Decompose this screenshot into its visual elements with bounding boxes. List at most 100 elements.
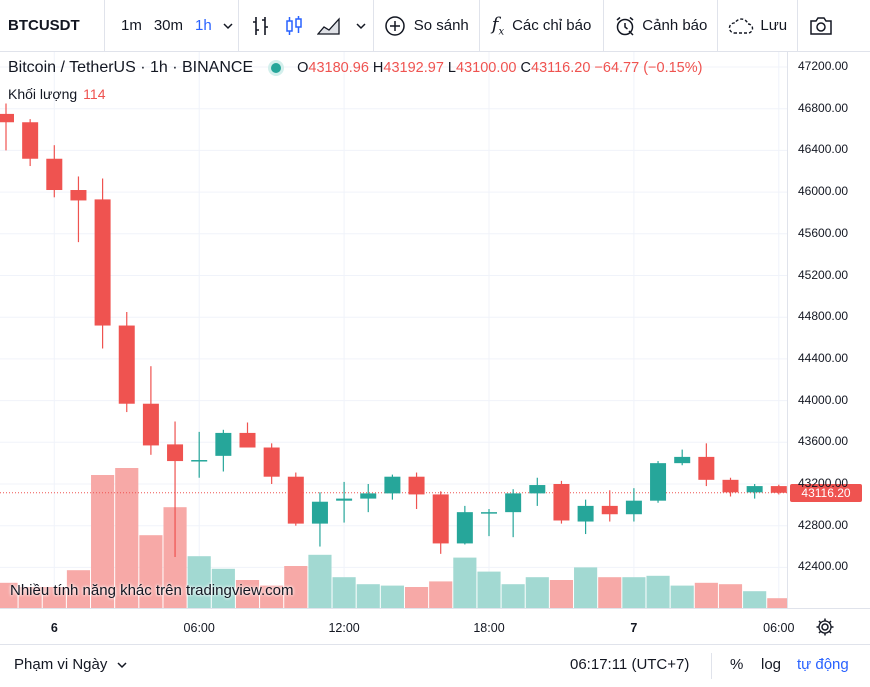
last-price-label: 43116.20 xyxy=(790,483,862,502)
volume-bar xyxy=(332,577,356,608)
price-axis[interactable]: 43116.20 47200.00 46800.00 46400.00 46000.0… xyxy=(787,52,870,608)
time-tick-label: 18:00 xyxy=(473,621,505,635)
time-tick-label: 06:00 xyxy=(183,621,215,635)
candle-body xyxy=(191,460,208,462)
candle-body xyxy=(601,505,618,515)
symbol-search[interactable]: BTCUSDT xyxy=(8,17,80,34)
candle-body xyxy=(94,199,111,326)
date-range-button[interactable]: Phạm vi Ngày xyxy=(14,656,128,673)
volume-bar xyxy=(549,580,574,608)
cloud-icon xyxy=(728,16,754,34)
high-label: H xyxy=(372,60,384,76)
close-value: 43116.20 xyxy=(531,60,591,76)
time-tick-label: 7 xyxy=(630,621,638,635)
time-axis[interactable]: 6 06:00 12:00 18:00 7 06:00 xyxy=(0,608,870,644)
alarm-clock-icon xyxy=(614,15,636,37)
alerts-label: Cảnh báo xyxy=(642,17,708,34)
change-value: −64.77 (−0.15%) xyxy=(594,60,703,76)
volume-label: Khối lượng xyxy=(8,86,78,102)
volume-bar xyxy=(622,577,646,608)
plus-circle-icon xyxy=(384,15,406,37)
time-tick-label: 06:00 xyxy=(763,621,795,635)
log-toggle[interactable]: log xyxy=(761,656,782,673)
interval-1h[interactable]: 1h xyxy=(195,17,212,34)
price-tick-label: 42400.00 xyxy=(798,559,849,574)
volume-bar xyxy=(743,591,767,608)
legend-title: Bitcoin / TetherUS · 1h · BINANCE xyxy=(8,59,254,76)
price-chart[interactable] xyxy=(0,52,791,608)
candle-body xyxy=(553,484,570,521)
price-tick-label: 45600.00 xyxy=(798,225,849,240)
date-range-label: Phạm vi Ngày xyxy=(14,656,108,673)
snapshot-button[interactable] xyxy=(798,0,833,52)
candle-body xyxy=(650,463,667,501)
time-tick-label: 12:00 xyxy=(328,621,360,635)
price-tick-label: 44000.00 xyxy=(798,392,849,407)
candle-body xyxy=(746,486,763,493)
volume-bar xyxy=(66,570,91,608)
candle-body xyxy=(408,476,425,495)
volume-legend: Khối lượng 114 xyxy=(8,86,105,102)
volume-bar xyxy=(694,582,718,608)
candle-body xyxy=(287,476,304,524)
candle-body xyxy=(698,456,715,480)
symbol-legend: Bitcoin / TetherUS · 1h · BINANCE O43180… xyxy=(8,59,702,77)
candle-body xyxy=(167,444,184,462)
chevron-down-icon xyxy=(117,662,127,669)
candle-body xyxy=(46,158,63,191)
toolbar-divider xyxy=(478,0,480,52)
chevron-down-icon[interactable] xyxy=(355,17,367,34)
candle-body xyxy=(0,113,14,123)
open-label: O xyxy=(297,60,309,76)
interval-30m[interactable]: 30m xyxy=(153,17,184,34)
toolbar-divider xyxy=(237,0,239,52)
volume-bar xyxy=(211,568,235,608)
area-chart-icon[interactable] xyxy=(316,16,341,36)
chart-pane[interactable] xyxy=(0,52,791,608)
camera-icon xyxy=(809,16,833,36)
candle-body xyxy=(505,493,522,513)
volume-bar xyxy=(477,571,501,608)
save-label: Lưu xyxy=(760,17,788,34)
candle-body xyxy=(432,494,449,544)
indicators-label: Các chỉ báo xyxy=(512,17,592,34)
time-tick-label: 6 xyxy=(50,621,58,635)
close-label: C xyxy=(520,60,531,76)
volume-bar xyxy=(91,475,115,608)
tradingview-watermark[interactable]: Nhiều tính năng khác trên tradingview.co… xyxy=(10,582,294,599)
volume-bar xyxy=(308,554,332,608)
price-tick-label: 46800.00 xyxy=(798,100,849,115)
chevron-down-icon[interactable] xyxy=(222,17,234,34)
alerts-button[interactable]: Cảnh báo xyxy=(604,0,717,52)
indicators-button[interactable]: fx Các chỉ báo xyxy=(480,0,604,52)
volume-bar xyxy=(767,598,791,608)
volume-bar xyxy=(380,585,404,608)
candle-body xyxy=(770,486,787,493)
compare-label: So sánh xyxy=(413,17,469,34)
interval-group: 1m 30m 1h xyxy=(105,0,238,52)
candle-body xyxy=(722,479,739,493)
price-tick-label: 44400.00 xyxy=(798,350,849,365)
candle-body xyxy=(336,498,353,501)
compare-button[interactable]: So sánh xyxy=(374,0,479,52)
save-button[interactable]: Lưu xyxy=(718,0,797,52)
candle-body xyxy=(384,476,401,494)
settings-gear-icon[interactable] xyxy=(815,617,835,642)
auto-scale-toggle[interactable]: tự động xyxy=(797,656,849,673)
chart-type-group xyxy=(239,0,373,52)
clock-timezone[interactable]: 06:17:11 (UTC+7) xyxy=(570,656,690,673)
open-value: 43180.96 xyxy=(308,60,369,76)
price-tick-label: 46000.00 xyxy=(798,184,849,199)
percent-toggle[interactable]: % xyxy=(730,656,744,673)
volume-bar xyxy=(42,587,66,608)
candle-body xyxy=(142,403,159,446)
interval-1m[interactable]: 1m xyxy=(121,17,142,34)
candle-body xyxy=(70,190,87,201)
volume-bar xyxy=(670,585,694,608)
low-label: L xyxy=(447,60,456,76)
toolbar-divider xyxy=(717,0,719,52)
candle-body xyxy=(456,512,473,544)
candles-chart-icon[interactable] xyxy=(285,15,303,37)
candle-body xyxy=(215,432,232,456)
bars-chart-icon[interactable] xyxy=(251,15,271,37)
